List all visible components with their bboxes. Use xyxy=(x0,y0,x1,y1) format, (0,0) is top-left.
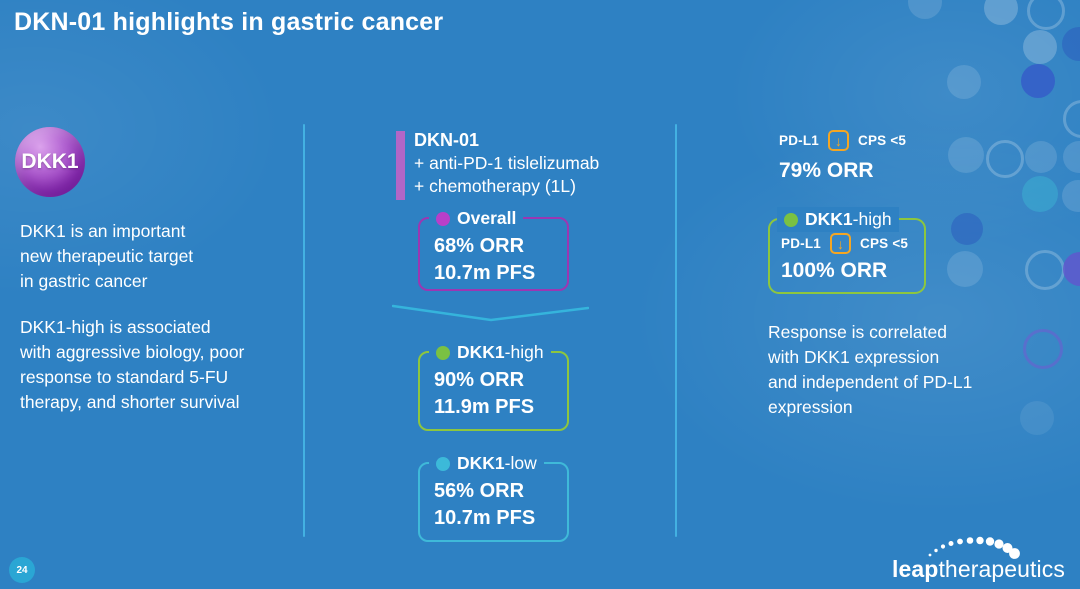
dkk1-low-dot-icon xyxy=(436,456,450,471)
overall-pfs-value: 10.7m PFS xyxy=(434,262,536,284)
logo-wordmark: leaptherapeutics xyxy=(892,556,1065,583)
dkk1-high-pdl1-low-orr-value: 100% ORR xyxy=(781,259,888,282)
decorative-circle xyxy=(948,137,984,173)
dkk1-low-orr-value: 56% ORR xyxy=(434,480,525,502)
cps-label: CPS <5 xyxy=(860,236,909,251)
pdl1-biomarker-label: PD-L1 xyxy=(781,236,822,251)
dkk1-biology-text: DKK1-high is associated with aggressive … xyxy=(20,317,245,412)
dkk1-high-dot-icon xyxy=(784,212,798,227)
page-number-badge: 24 xyxy=(9,557,35,583)
dkk1-high-box-label: DKK1-high xyxy=(777,207,899,232)
decorative-circle xyxy=(1063,252,1080,286)
decorative-circle xyxy=(1062,180,1080,212)
logo-word-leap: leap xyxy=(892,556,939,582)
response-correlation-note: Response is correlated with DKK1 express… xyxy=(768,322,973,417)
decorative-circle xyxy=(984,0,1018,25)
decorative-circle xyxy=(1020,401,1054,435)
dkk1-badge-label: DKK1 xyxy=(21,150,79,173)
decorative-circle xyxy=(1062,27,1080,61)
decorative-circle xyxy=(908,0,942,19)
regimen-drug-name: DKN-01 xyxy=(414,130,480,150)
dkk1-target-text: DKK1 is an important new therapeutic tar… xyxy=(20,221,194,291)
decorative-circle xyxy=(1023,329,1063,369)
overall-orr-value: 68% ORR xyxy=(434,235,525,257)
overall-result-box: Overall 68% ORR 10.7m PFS xyxy=(418,206,569,291)
dkk1-high-result-label: DKK1-high xyxy=(429,340,551,365)
page-title: DKN-01 highlights in gastric cancer xyxy=(14,8,444,36)
dkk1-high-pdl1-low-box: DKK1-high PD-L1 ↓ CPS <5 100% ORR xyxy=(768,207,926,294)
logo-dots-arc-icon xyxy=(928,536,1020,559)
decorative-circle xyxy=(1023,30,1057,64)
down-arrow-icon: ↓ xyxy=(828,130,850,151)
regimen-combo-line1: + anti-PD-1 tislelizumab xyxy=(414,153,600,173)
dkk1-low-result-label: DKK1-low xyxy=(429,451,544,476)
group-name: Overall xyxy=(457,208,517,228)
decorative-circle xyxy=(1022,176,1058,212)
overall-dot-icon xyxy=(436,211,450,226)
regimen-combo-line2: + chemotherapy (1L) xyxy=(414,176,576,196)
decorative-circle xyxy=(947,65,981,99)
decorative-circle xyxy=(1063,100,1080,138)
column-divider xyxy=(303,124,305,537)
down-arrow-icon: ↓ xyxy=(830,233,852,254)
decorative-circle xyxy=(1025,141,1057,173)
decorative-circle xyxy=(947,251,983,287)
dkk1-high-pfs-value: 11.9m PFS xyxy=(434,396,535,418)
leap-therapeutics-logo: leaptherapeutics xyxy=(892,535,1077,583)
dkk1-low-result-box: DKK1-low 56% ORR 10.7m PFS xyxy=(418,451,569,542)
group-name: DKK1 xyxy=(805,209,853,229)
decorative-circle xyxy=(1063,141,1080,173)
cps-label: CPS <5 xyxy=(858,133,907,148)
dkk1-high-dot-icon xyxy=(436,345,450,360)
pdl1-low-overall-stat: PD-L1 ↓ CPS <5 79% ORR xyxy=(779,130,906,183)
regimen-header: DKN-01 + anti-PD-1 tislelizumab + chemot… xyxy=(414,129,599,198)
column-divider xyxy=(675,124,677,537)
group-suffix: -high xyxy=(504,342,544,362)
down-arrow-glyph: ↓ xyxy=(837,235,845,252)
decorative-circle xyxy=(1025,250,1065,290)
group-name: DKK1 xyxy=(457,342,505,362)
overall-result-label: Overall xyxy=(429,206,524,231)
page-number: 24 xyxy=(16,564,28,576)
decorative-circle xyxy=(951,213,983,245)
chevron-down-icon xyxy=(392,304,589,322)
dkk1-sphere-badge: DKK1 xyxy=(15,127,85,197)
decorative-circle xyxy=(1027,0,1065,30)
down-arrow-glyph: ↓ xyxy=(835,132,843,149)
group-suffix: -low xyxy=(504,453,537,473)
decorative-circle xyxy=(1021,64,1055,98)
decorative-circle xyxy=(986,140,1024,178)
dkk1-high-result-box: DKK1-high 90% ORR 11.9m PFS xyxy=(418,340,569,431)
pdl1-low-orr-value: 79% ORR xyxy=(779,159,874,182)
group-name: DKK1 xyxy=(457,453,505,473)
logo-word-therapeutics: therapeutics xyxy=(938,556,1065,582)
dkk1-low-pfs-value: 10.7m PFS xyxy=(434,507,536,529)
group-suffix: -high xyxy=(852,209,892,229)
regimen-accent-bar xyxy=(396,131,405,200)
pdl1-biomarker-label: PD-L1 xyxy=(779,133,820,148)
dkk1-high-orr-value: 90% ORR xyxy=(434,369,525,391)
